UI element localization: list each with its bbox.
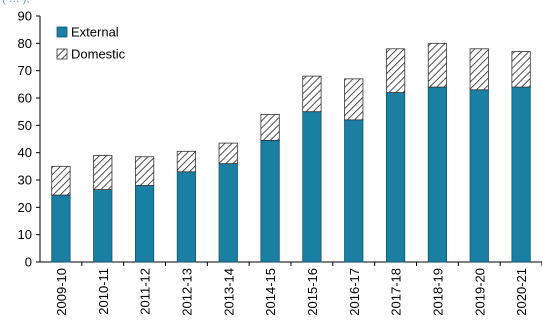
bar-domestic-2012-13 (176, 150, 197, 173)
bar-external-2016-17 (344, 119, 364, 263)
x-tick-label: 2011-12 (138, 268, 153, 315)
x-tick-label: 2020-21 (514, 268, 529, 316)
x-axis: 2009-10 2010-11 2011-12 2012-13 2013-14 2014-… (40, 261, 542, 316)
x-tick-label: 2009-10 (54, 268, 69, 316)
y-tick-label: 90 (18, 9, 32, 24)
bar-domestic-2010-11 (93, 154, 113, 190)
bar-external-2017-18 (385, 92, 406, 263)
bar-domestic-2017-18 (385, 48, 406, 93)
bar-domestic-2015-16 (302, 75, 322, 113)
bar-external-2012-13 (176, 171, 197, 263)
y-axis: 0 10 20 30 40 50 60 70 80 90 (18, 9, 41, 270)
y-tick-label: 70 (18, 63, 32, 78)
bar-domestic-2009-10 (51, 165, 71, 196)
y-tick-label: 50 (18, 118, 32, 133)
bar-domestic-2014-15 (260, 114, 280, 141)
bar-external-2014-15 (260, 139, 280, 263)
legend-swatch-external (56, 26, 68, 38)
bar-domestic-2016-17 (344, 78, 364, 121)
bar-external-2013-14 (218, 163, 238, 263)
bar-domestic-2020-21 (511, 51, 531, 88)
bar-external-2018-19 (427, 86, 448, 263)
bar-domestic-2019-20 (469, 48, 489, 91)
legend-label-external: External (71, 25, 119, 40)
bar-external-2010-11 (93, 189, 113, 263)
x-tick-label: 2018-19 (430, 268, 445, 316)
x-tick-label: 2010-11 (96, 268, 111, 315)
y-tick-label: 30 (18, 173, 32, 188)
bar-external-2020-21 (511, 86, 531, 263)
cropped-caption-text: ( … ), (2, 0, 30, 5)
legend-swatch-domestic (56, 48, 68, 60)
bar-domestic-2013-14 (218, 142, 238, 165)
bar-domestic-2011-12 (134, 156, 155, 186)
x-tick-label: 2019-20 (472, 268, 487, 316)
x-tick-label: 2014-15 (263, 268, 278, 316)
y-tick-label: 40 (18, 145, 32, 160)
legend-label-domestic: Domestic (71, 47, 126, 62)
x-tick-label: 2013-14 (221, 268, 236, 316)
bar-external-2015-16 (302, 111, 322, 263)
x-tick-label: 2016-17 (347, 268, 362, 316)
legend: External Domestic (56, 25, 126, 62)
bar-external-2009-10 (51, 194, 71, 263)
y-tick-label: 60 (18, 91, 32, 106)
y-tick-label: 10 (18, 227, 32, 242)
bars (51, 42, 531, 263)
y-tick-label: 80 (18, 36, 32, 51)
x-tick-label: 2012-13 (179, 268, 194, 316)
y-tick-label: 20 (18, 200, 32, 215)
bar-domestic-2018-19 (427, 42, 448, 88)
y-tick-label: 0 (25, 255, 32, 270)
x-tick-label: 2015-16 (305, 268, 320, 316)
x-tick-label: 2017-18 (389, 268, 404, 316)
bar-external-2011-12 (134, 185, 155, 263)
bar-external-2019-20 (469, 89, 489, 263)
